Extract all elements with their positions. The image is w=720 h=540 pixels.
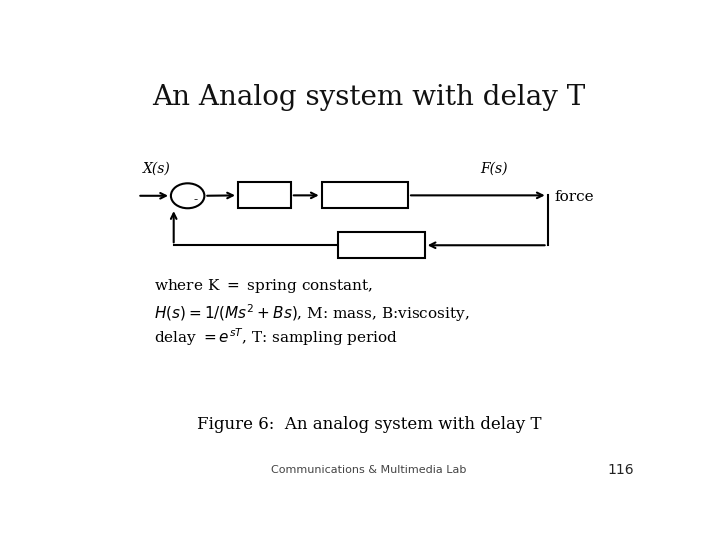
Text: delay: delay (342, 187, 387, 204)
Text: -: - (193, 193, 197, 206)
Text: Figure 6:  An analog system with delay T: Figure 6: An analog system with delay T (197, 416, 541, 433)
Text: K: K (256, 186, 272, 204)
Text: where K $=$ spring constant,: where K $=$ spring constant, (154, 277, 373, 295)
Text: H(s): H(s) (365, 238, 398, 252)
Text: delay $= e^{sT}$, T: sampling period: delay $= e^{sT}$, T: sampling period (154, 327, 398, 348)
Text: force: force (555, 190, 595, 204)
Text: Communications & Multimedia Lab: Communications & Multimedia Lab (271, 465, 467, 475)
Text: An Analog system with delay T: An Analog system with delay T (153, 84, 585, 111)
FancyBboxPatch shape (322, 183, 408, 208)
Text: F(s): F(s) (481, 162, 508, 176)
Text: $H(s) = 1/(Ms^{2} + Bs)$, M: mass, B:viscosity,: $H(s) = 1/(Ms^{2} + Bs)$, M: mass, B:vis… (154, 302, 469, 323)
Text: 116: 116 (608, 463, 634, 477)
FancyBboxPatch shape (238, 183, 291, 208)
Text: X(s): X(s) (143, 162, 171, 176)
FancyBboxPatch shape (338, 232, 425, 258)
